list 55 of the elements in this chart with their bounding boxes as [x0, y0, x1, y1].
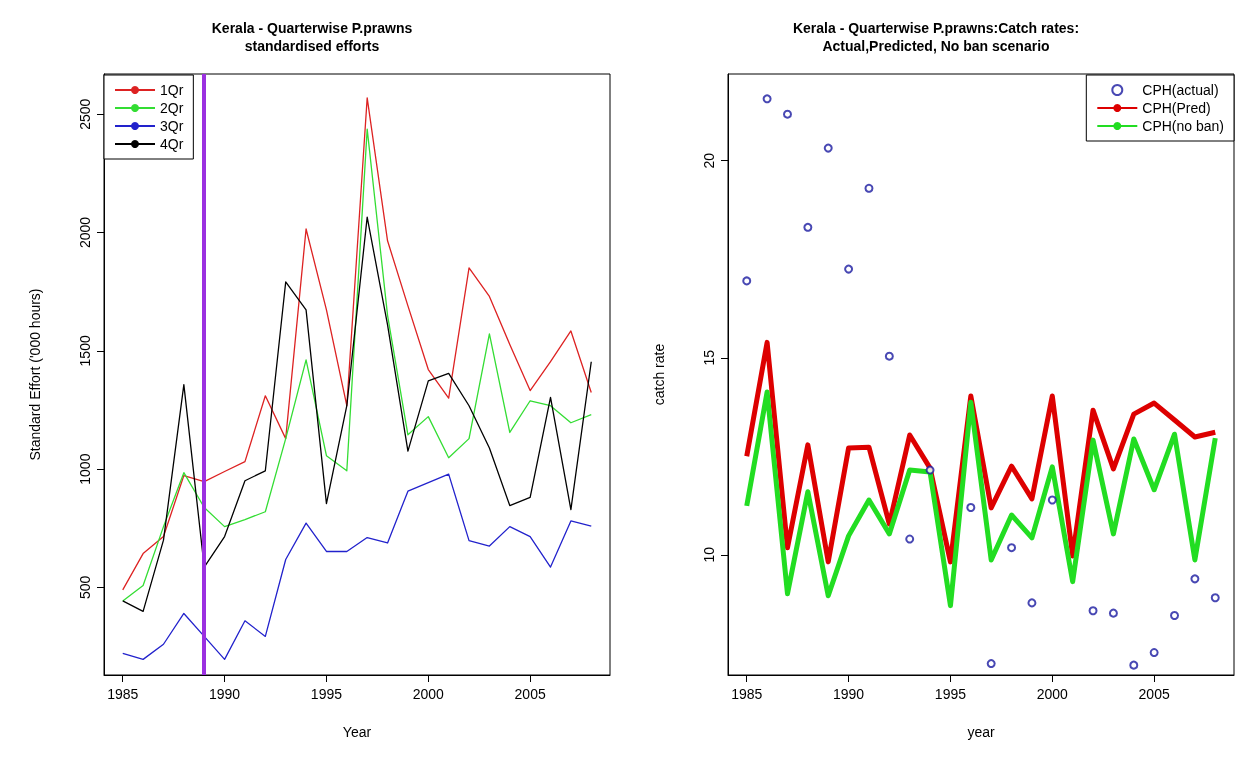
x-axis-title: year: [967, 724, 995, 740]
line-series: [122, 216, 592, 612]
legend-label: CPH(no ban): [1142, 118, 1224, 134]
legend-label: 4Qr: [160, 136, 184, 152]
point: [1088, 606, 1098, 616]
legend-label: CPH(actual): [1142, 82, 1219, 98]
point: [823, 143, 833, 153]
x-tick-label: 2000: [1036, 686, 1069, 702]
point: [1190, 574, 1200, 584]
y-tick-label: 15: [701, 349, 717, 366]
x-tick-label: 1990: [209, 686, 241, 702]
point: [1170, 610, 1180, 620]
x-axis-title: Year: [342, 724, 372, 740]
point: [1210, 593, 1220, 603]
line-series: [122, 473, 592, 661]
point: [884, 351, 894, 361]
point: [1027, 598, 1037, 608]
y-tick-label: 20: [701, 152, 717, 169]
point: [986, 659, 996, 669]
point: [1149, 648, 1159, 658]
legend-label: 2Qr: [160, 100, 184, 116]
legend-label: 3Qr: [160, 118, 184, 134]
x-tick-label: 1995: [310, 686, 343, 702]
point: [1108, 608, 1118, 618]
chart-title: Kerala - Quarterwise P.prawns standardised efforts: [211, 20, 413, 54]
y-axis-title: Standard Effort ('000 hours): [27, 288, 43, 461]
point: [1007, 543, 1017, 553]
point: [782, 109, 792, 119]
point: [1047, 495, 1057, 505]
point: [742, 276, 752, 286]
x-tick-label: 1995: [934, 686, 967, 702]
y-tick-label: 1000: [77, 453, 93, 485]
x-tick-label: 1990: [833, 686, 865, 702]
x-tick-label: 1985: [731, 686, 763, 702]
point: [905, 534, 915, 544]
x-tick-label: 2005: [514, 686, 546, 702]
x-tick-label: 1985: [107, 686, 139, 702]
y-tick-label: 2500: [77, 98, 93, 130]
point: [966, 503, 976, 513]
x-tick-label: 2005: [1138, 686, 1170, 702]
chart-title: Kerala - Quarterwise P.prawns:Catch rates: Actual,Predicted, No ban scenario: [792, 20, 1080, 54]
point: [864, 183, 874, 193]
y-tick-label: 2000: [77, 216, 93, 249]
legend-label: 1Qr: [160, 82, 184, 98]
legend-label: CPH(Pred): [1142, 100, 1211, 116]
y-tick-label: 1500: [77, 335, 93, 367]
y-tick-label: 500: [77, 575, 93, 600]
point: [844, 264, 854, 274]
y-tick-label: 10: [701, 546, 717, 563]
y-axis-title: catch rate: [651, 343, 667, 406]
x-tick-label: 2000: [412, 686, 445, 702]
point: [803, 222, 813, 232]
point: [925, 465, 935, 475]
point: [1129, 660, 1139, 670]
point: [762, 94, 772, 104]
